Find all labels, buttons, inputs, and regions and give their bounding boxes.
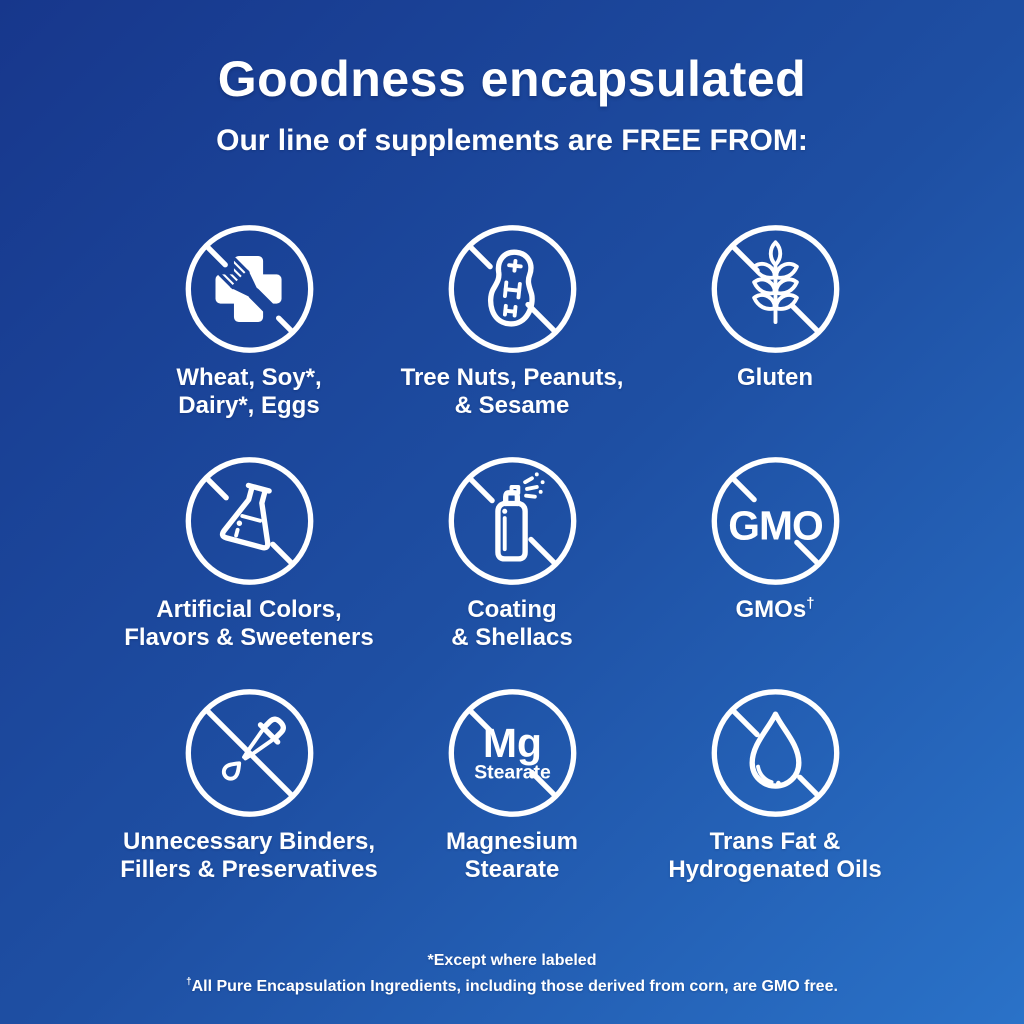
free-from-item-gluten: Gluten: [644, 221, 907, 453]
item-label: Unnecessary Binders, Fillers & Preservat…: [120, 828, 378, 884]
item-label: Coating & Shellacs: [451, 596, 573, 652]
no-gluten-icon: [711, 225, 839, 353]
dagger-symbol: †: [806, 596, 815, 612]
stearate-icon-text: Stearate: [474, 761, 551, 783]
item-label: Wheat, Soy*, Dairy*, Eggs: [176, 364, 322, 420]
free-from-item-binders: Unnecessary Binders, Fillers & Preservat…: [118, 685, 381, 917]
item-label: Tree Nuts, Peanuts, & Sesame: [400, 364, 624, 420]
page-subtitle: Our line of supplements are FREE FROM:: [216, 124, 808, 157]
item-label: Gluten: [737, 364, 813, 391]
no-gmo-icon: GMO: [711, 457, 839, 585]
no-trans-fat-icon: [711, 689, 839, 817]
footnote-asterisk: *Except where labeled: [427, 952, 597, 969]
gmo-icon-text: GMO: [728, 502, 823, 548]
item-label: Artificial Colors, Flavors & Sweeteners: [124, 596, 374, 652]
free-from-item-coating: Coating & Shellacs: [381, 453, 644, 685]
no-coating-shellacs-icon: [448, 457, 576, 585]
free-from-item-artificial-colors: Artificial Colors, Flavors & Sweeteners: [118, 453, 381, 685]
item-label: GMOs†: [735, 596, 815, 623]
no-binders-fillers-icon: [185, 689, 313, 817]
no-tree-nuts-peanuts-sesame-icon: [448, 225, 576, 353]
dagger-symbol: †: [186, 977, 192, 989]
page-title: Goodness encapsulated: [217, 51, 807, 107]
no-artificial-colors-icon: [185, 457, 313, 585]
free-from-grid: Wheat, Soy*, Dairy*, Eggs: [118, 221, 907, 917]
mg-icon-text: Mg: [483, 720, 542, 766]
footnote-dagger: †All Pure Encapsulation Ingredients, inc…: [186, 977, 838, 996]
footnotes: *Except where labeled †All Pure Encapsul…: [0, 948, 1024, 1001]
no-wheat-soy-dairy-eggs-icon: [185, 225, 313, 353]
no-magnesium-stearate-icon: Mg Stearate: [448, 689, 576, 817]
free-from-item-trans-fat: Trans Fat & Hydrogenated Oils: [644, 685, 907, 917]
free-from-item-mg-stearate: Mg Stearate Magnesium Stearate: [381, 685, 644, 917]
free-from-item-allergens: Wheat, Soy*, Dairy*, Eggs: [118, 221, 381, 453]
item-label: Magnesium Stearate: [445, 828, 579, 884]
free-from-item-nuts: Tree Nuts, Peanuts, & Sesame: [381, 221, 644, 453]
free-from-item-gmo: GMO GMOs†: [644, 453, 907, 685]
item-label: Trans Fat & Hydrogenated Oils: [668, 828, 882, 884]
